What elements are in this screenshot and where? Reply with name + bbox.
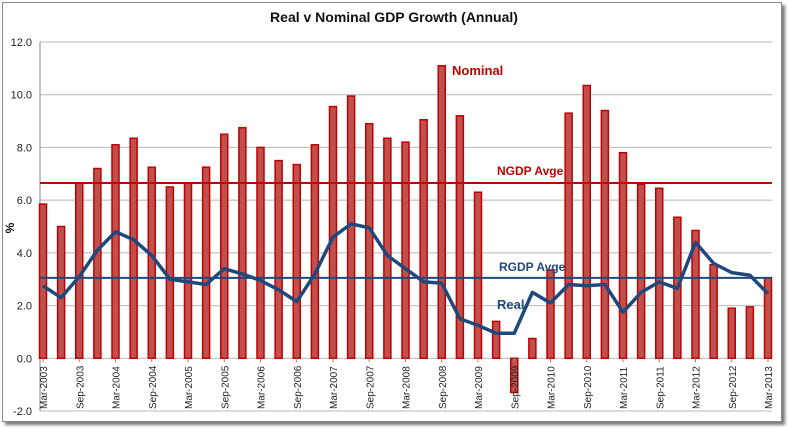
x-tick-label: Mar-2008 xyxy=(402,366,413,409)
x-tick-label: Sep-2005 xyxy=(220,365,231,409)
x-tick-label: Sep-2011 xyxy=(655,366,666,409)
x-tick-label: Sep-2007 xyxy=(365,365,376,409)
bar-nominal-Dec-2003 xyxy=(93,167,102,360)
x-tick-label: Sep-2010 xyxy=(583,365,594,409)
bar-nominal-Sep-2004 xyxy=(147,166,156,360)
bar-nominal-Mar-2004 xyxy=(111,144,120,360)
bar-nominal-Jun-2004 xyxy=(129,137,138,360)
bar-nominal-Mar-2009 xyxy=(473,191,483,360)
x-tick-label: Sep-2004 xyxy=(148,365,159,409)
x-tick-label: Sep-2008 xyxy=(438,365,449,409)
y-tick-label: 12.0 xyxy=(11,37,32,49)
bar-nominal-Sep-2008 xyxy=(437,64,446,360)
bar-nominal-Dec-2007 xyxy=(383,137,392,360)
x-tick-label: Mar-2011 xyxy=(619,367,630,409)
y-tick-label: 2.0 xyxy=(17,301,32,313)
label-real: Real xyxy=(497,297,524,312)
y-tick-label: 8.0 xyxy=(17,142,32,154)
bar-nominal-Jun-2010 xyxy=(564,112,573,360)
y-tick-label: 10.0 xyxy=(11,90,32,102)
bar-nominal-Dec-2010 xyxy=(600,109,610,360)
bar-nominal-Mar-2010 xyxy=(546,269,555,360)
y-tick-label: 6.0 xyxy=(17,195,32,207)
bar-nominal-Jun-2006 xyxy=(274,159,283,360)
x-tick-label: Mar-2009 xyxy=(474,366,485,409)
x-tick-label: Mar-2010 xyxy=(547,366,558,409)
y-axis-label: % xyxy=(3,222,17,233)
bar-nominal-Dec-2006 xyxy=(310,144,320,360)
bar-nominal-Dec-2004 xyxy=(165,186,175,360)
x-tick-label: Mar-2013 xyxy=(764,366,775,409)
x-tick-label: Sep-2006 xyxy=(293,365,304,409)
bar-nominal-Sep-2005 xyxy=(220,133,229,360)
bar-nominal-Mar-2006 xyxy=(256,146,265,360)
y-tick-label: 0.0 xyxy=(17,353,32,365)
bar-nominal-Sep-2011 xyxy=(655,187,664,360)
label-ngdp-avge: NGDP Avge xyxy=(497,164,564,178)
bar-nominal-Dec-2008 xyxy=(455,115,465,360)
bar-nominal-Jun-2009 xyxy=(491,320,501,360)
y-tick-label: -2.0 xyxy=(13,406,32,418)
label-rgdp-avge: RGDP Avge xyxy=(499,260,566,274)
bar-nominal-Mar-2008 xyxy=(401,141,410,360)
bar-nominal-Sep-2007 xyxy=(365,122,374,360)
bar-nominal-Jun-2008 xyxy=(419,119,428,360)
x-tick-label: Mar-2012 xyxy=(692,366,703,409)
x-tick-label: Mar-2006 xyxy=(257,366,268,409)
x-tick-label: Mar-2003 xyxy=(39,366,50,409)
bar-nominal-Jun-2005 xyxy=(201,166,211,360)
x-tick-label: Sep-2012 xyxy=(728,365,739,409)
bar-nominal-Dec-2005 xyxy=(238,126,247,360)
x-tick-label: Mar-2005 xyxy=(184,366,195,409)
x-tick-label: Mar-2004 xyxy=(112,366,123,409)
bar-nominal-Mar-2007 xyxy=(328,105,338,360)
chart-title: Real v Nominal GDP Growth (Annual) xyxy=(270,9,518,25)
x-tick-label: Mar-2007 xyxy=(329,366,340,409)
real-gdp-line xyxy=(42,222,770,335)
bar-nominal-Mar-2003 xyxy=(38,203,48,360)
bar-nominal-Sep-2012 xyxy=(727,307,736,360)
bar-nominal-Mar-2005 xyxy=(183,182,193,360)
y-tick-label: 4.0 xyxy=(17,248,32,260)
label-nominal: Nominal xyxy=(452,63,503,78)
bar-nominal-Sep-2010 xyxy=(582,84,591,360)
bar-nominal-Dec-2009 xyxy=(528,337,537,360)
x-tick-label: Sep-2009 xyxy=(510,365,521,409)
x-tick-label: Sep-2003 xyxy=(75,365,86,409)
bar-nominal-Jun-2011 xyxy=(636,183,646,360)
bar-nominal-Dec-2012 xyxy=(745,306,755,360)
bar-nominal-Sep-2006 xyxy=(292,163,301,360)
